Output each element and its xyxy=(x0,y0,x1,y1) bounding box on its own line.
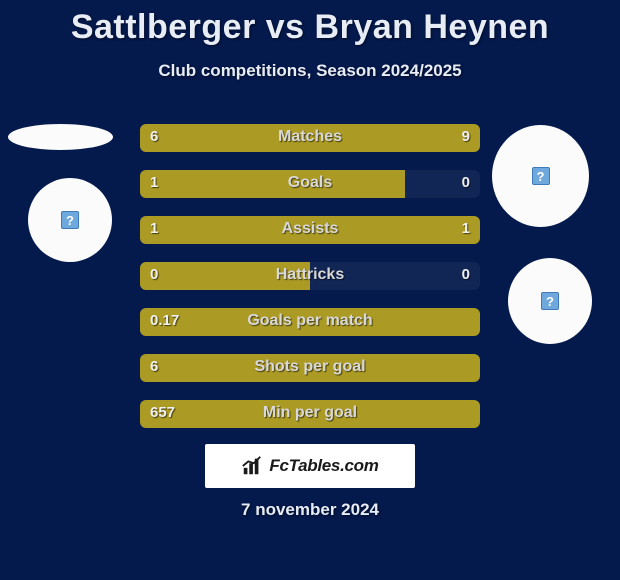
brand-box: FcTables.com xyxy=(205,444,415,488)
brand-chart-icon xyxy=(241,455,263,477)
stat-row: 6Shots per goal xyxy=(140,354,480,382)
stat-value-left: 657 xyxy=(150,404,175,421)
page-title: Sattlberger vs Bryan Heynen xyxy=(0,0,620,47)
placeholder-icon: ? xyxy=(541,292,559,310)
stat-row: 00Hattricks xyxy=(140,262,480,290)
stat-row: 10Goals xyxy=(140,170,480,198)
stat-bar-left xyxy=(140,400,480,428)
subtitle: Club competitions, Season 2024/2025 xyxy=(0,61,620,81)
stat-value-left: 0.17 xyxy=(150,312,179,329)
stat-value-left: 6 xyxy=(150,358,158,375)
stat-bar-right xyxy=(310,216,480,244)
avatar-right-small: ? xyxy=(508,258,592,344)
stat-value-right: 9 xyxy=(462,128,470,145)
stat-bar-left xyxy=(140,216,310,244)
stat-bar-left xyxy=(140,354,480,382)
stat-bar-left xyxy=(140,170,405,198)
stat-row: 0.17Goals per match xyxy=(140,308,480,336)
placeholder-icon: ? xyxy=(61,211,79,229)
stat-value-right: 0 xyxy=(462,174,470,191)
brand-text: FcTables.com xyxy=(269,456,378,476)
avatar-left-flat xyxy=(8,124,113,150)
stat-value-right: 0 xyxy=(462,266,470,283)
avatar-right-big: ? xyxy=(492,125,589,227)
avatar-left-circle: ? xyxy=(28,178,112,262)
stat-value-right: 1 xyxy=(462,220,470,237)
stat-bar-left xyxy=(140,124,276,152)
stat-value-left: 6 xyxy=(150,128,158,145)
stat-row: 11Assists xyxy=(140,216,480,244)
stats-bars: 69Matches10Goals11Assists00Hattricks0.17… xyxy=(140,124,480,446)
stat-value-left: 0 xyxy=(150,266,158,283)
stat-bar-left xyxy=(140,262,310,290)
stat-row: 69Matches xyxy=(140,124,480,152)
stat-value-left: 1 xyxy=(150,174,158,191)
stat-bar-left xyxy=(140,308,480,336)
stat-value-left: 1 xyxy=(150,220,158,237)
stat-row: 657Min per goal xyxy=(140,400,480,428)
stat-bar-right xyxy=(276,124,480,152)
placeholder-icon: ? xyxy=(532,167,550,185)
footer-date: 7 november 2024 xyxy=(0,500,620,520)
